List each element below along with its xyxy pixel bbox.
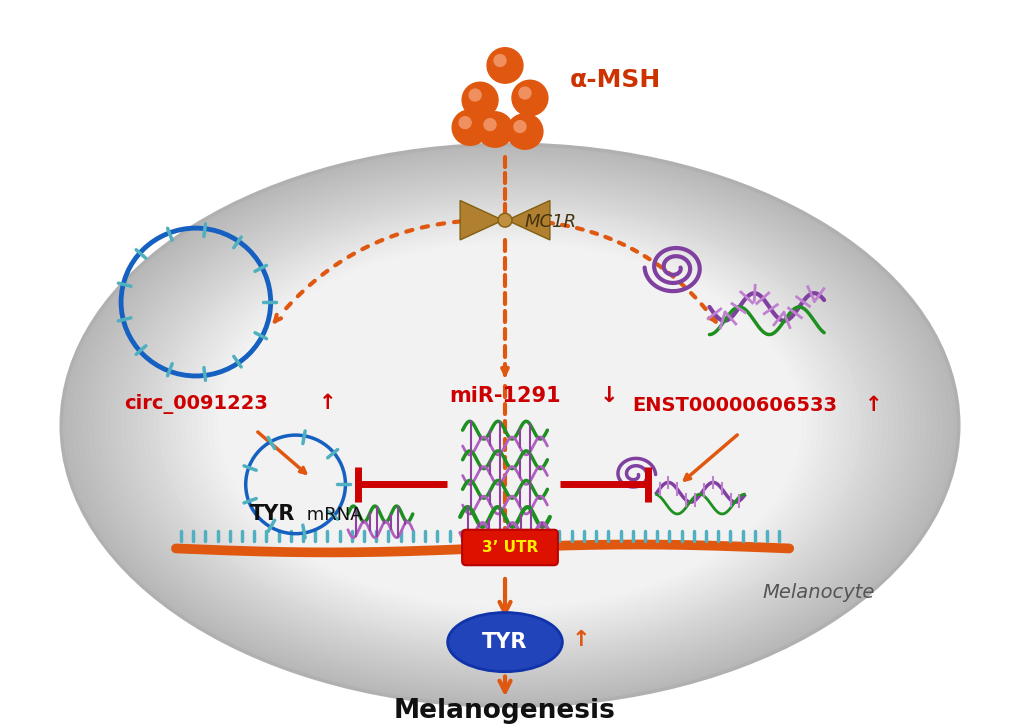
Ellipse shape <box>169 212 850 638</box>
Text: 3’ UTR: 3’ UTR <box>481 540 538 555</box>
Ellipse shape <box>159 205 860 645</box>
Circle shape <box>512 80 547 116</box>
Ellipse shape <box>94 164 925 686</box>
Circle shape <box>493 55 505 66</box>
Circle shape <box>477 112 513 148</box>
Text: ENST00000606533: ENST00000606533 <box>631 396 836 415</box>
Ellipse shape <box>175 215 844 635</box>
Ellipse shape <box>143 195 876 655</box>
Ellipse shape <box>218 243 801 608</box>
Text: ↑: ↑ <box>864 395 881 414</box>
Text: circ_0091223: circ_0091223 <box>123 393 268 414</box>
Polygon shape <box>506 201 549 240</box>
Ellipse shape <box>89 161 930 689</box>
Circle shape <box>487 48 523 83</box>
Ellipse shape <box>447 613 561 672</box>
Ellipse shape <box>120 182 899 669</box>
Circle shape <box>469 89 481 101</box>
Text: Melanocyte: Melanocyte <box>762 583 874 602</box>
Ellipse shape <box>66 148 953 703</box>
FancyBboxPatch shape <box>462 530 557 565</box>
Circle shape <box>519 87 531 99</box>
Ellipse shape <box>131 188 888 662</box>
Text: TYR: TYR <box>250 504 296 524</box>
Circle shape <box>514 121 526 132</box>
Ellipse shape <box>126 185 893 665</box>
Ellipse shape <box>83 158 936 693</box>
Ellipse shape <box>197 229 822 622</box>
Circle shape <box>484 119 495 131</box>
Circle shape <box>462 82 497 118</box>
Ellipse shape <box>191 225 828 624</box>
Ellipse shape <box>72 151 947 699</box>
Ellipse shape <box>202 233 817 618</box>
Ellipse shape <box>77 155 942 696</box>
Ellipse shape <box>137 192 882 659</box>
Ellipse shape <box>110 174 909 675</box>
Text: mRNA: mRNA <box>301 506 362 524</box>
Ellipse shape <box>61 145 958 706</box>
Ellipse shape <box>148 198 871 652</box>
Ellipse shape <box>105 172 914 679</box>
Circle shape <box>506 113 542 149</box>
Text: MC1R: MC1R <box>525 213 577 231</box>
Circle shape <box>459 117 471 129</box>
Text: α-MSH: α-MSH <box>570 68 660 92</box>
Ellipse shape <box>99 168 920 683</box>
Ellipse shape <box>153 202 866 648</box>
Text: ↑: ↑ <box>572 630 590 650</box>
Polygon shape <box>460 201 502 240</box>
Text: ↑: ↑ <box>318 393 335 413</box>
Ellipse shape <box>164 209 855 642</box>
Ellipse shape <box>115 178 904 672</box>
Ellipse shape <box>180 219 839 632</box>
Text: Melanogenesis: Melanogenesis <box>393 698 615 724</box>
Text: miR-1291: miR-1291 <box>448 385 560 406</box>
Ellipse shape <box>207 236 812 614</box>
Circle shape <box>451 110 487 145</box>
Ellipse shape <box>497 213 512 227</box>
Ellipse shape <box>185 222 834 628</box>
Ellipse shape <box>213 239 806 611</box>
Text: ↓: ↓ <box>599 385 618 406</box>
Text: TYR: TYR <box>482 632 527 652</box>
